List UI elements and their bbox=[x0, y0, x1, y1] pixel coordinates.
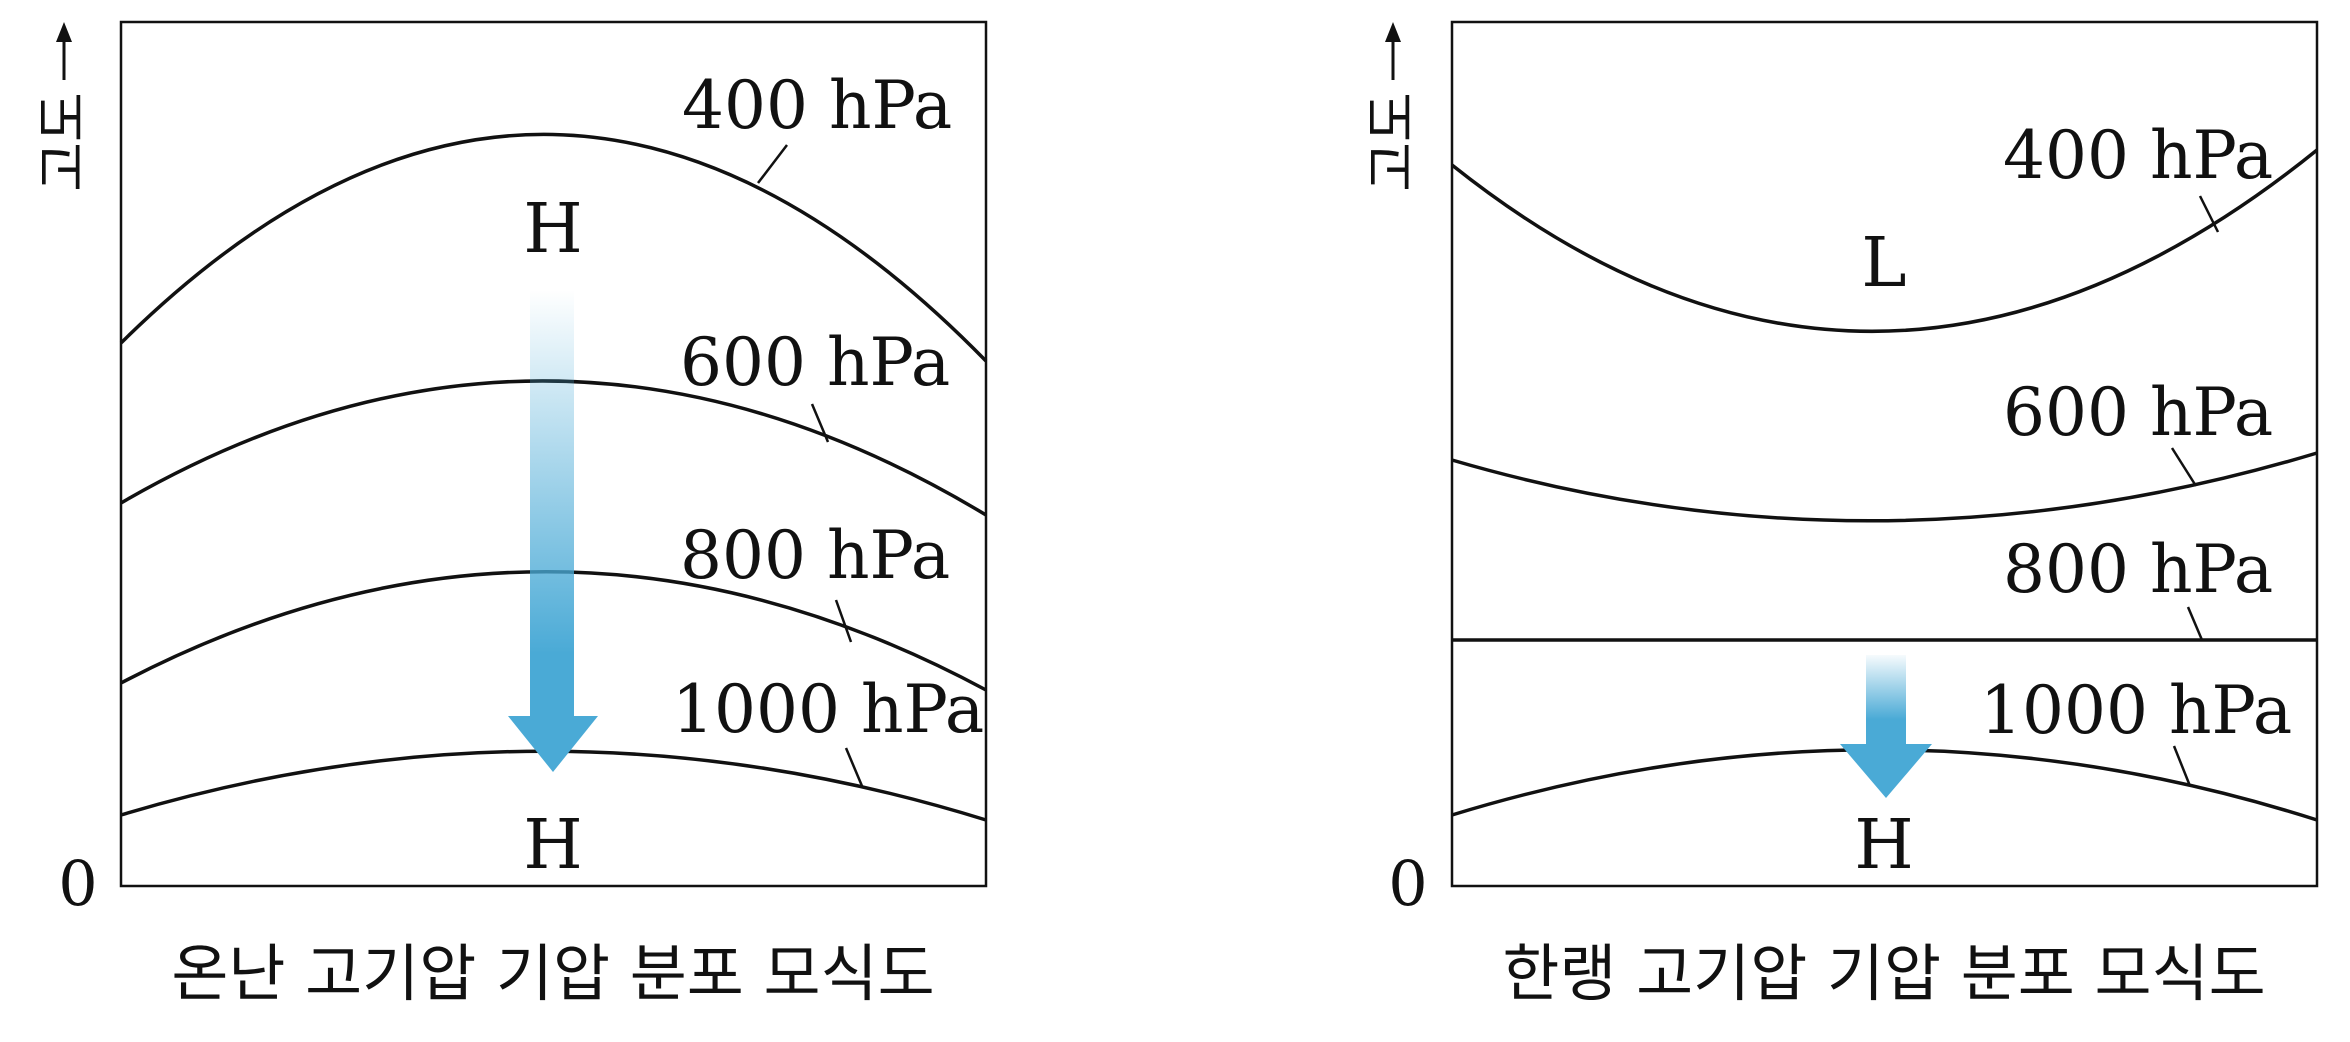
altitude-axis-label: 고도 bbox=[1361, 92, 1424, 191]
warm-isobar-label-800: 800 hPa bbox=[680, 517, 950, 594]
origin-label: 0 bbox=[58, 847, 97, 920]
warm-leader-800 bbox=[834, 599, 853, 643]
cold-isobar-label-1000: 1000 hPa bbox=[1980, 672, 2292, 749]
cold-leader-400 bbox=[2198, 195, 2220, 233]
warm-descending-arrow bbox=[508, 290, 598, 772]
cold-high-panel: 고도 0 400 hPa 600 hPa 800 hPa 1000 hPa L … bbox=[1361, 20, 2319, 1010]
cold-isobar-600 bbox=[1451, 451, 2318, 523]
warm-upper-center-label: H bbox=[523, 190, 582, 269]
cold-descending-arrow bbox=[1840, 655, 1932, 798]
warm-leader-600 bbox=[810, 403, 830, 443]
cold-isobar-label-400: 400 hPa bbox=[2003, 117, 2273, 194]
cold-isobar-400 bbox=[1450, 148, 2319, 334]
cold-leader-800 bbox=[2186, 606, 2204, 641]
warm-leader-400 bbox=[757, 144, 788, 184]
origin-label: 0 bbox=[1388, 847, 1427, 920]
cold-upper-center-label: L bbox=[1861, 224, 1906, 303]
cold-isobar-label-600: 600 hPa bbox=[2003, 374, 2273, 451]
cold-panel-caption: 한랭 고기압 기압 분포 모식도 bbox=[1502, 937, 2265, 1010]
warm-leader-1000 bbox=[844, 747, 864, 787]
cold-leader-1000 bbox=[2172, 745, 2192, 787]
warm-altitude-axis: 고도 0 bbox=[32, 22, 98, 920]
warm-isobar-label-400: 400 hPa bbox=[682, 67, 952, 144]
cold-isobar-label-800: 800 hPa bbox=[2003, 531, 2273, 608]
down-arrow-icon bbox=[508, 716, 598, 772]
down-arrow-icon bbox=[1840, 744, 1932, 798]
up-arrow-icon bbox=[56, 22, 72, 42]
warm-isobar-400 bbox=[119, 132, 988, 363]
warm-plot-frame bbox=[119, 20, 988, 888]
warm-panel-caption: 온난 고기압 기압 분포 모식도 bbox=[171, 937, 934, 1010]
up-arrow-icon bbox=[1385, 22, 1401, 42]
cold-altitude-axis: 고도 0 bbox=[1361, 22, 1428, 920]
warm-high-panel: 고도 0 400 hPa 600 hPa 800 hPa 1000 hPa H … bbox=[32, 20, 988, 1010]
warm-isobar-label-600: 600 hPa bbox=[680, 324, 950, 401]
warm-isobar-label-1000: 1000 hPa bbox=[672, 671, 984, 748]
altitude-axis-label: 고도 bbox=[32, 92, 95, 191]
cold-leader-600 bbox=[2170, 447, 2198, 487]
cold-surface-center-label: H bbox=[1854, 806, 1913, 885]
warm-surface-center-label: H bbox=[523, 806, 582, 885]
